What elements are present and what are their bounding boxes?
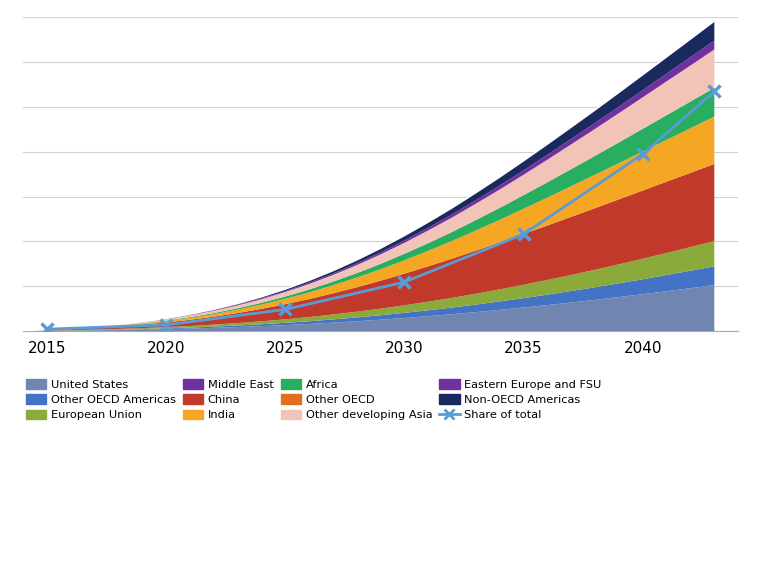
- Legend: United States, Other OECD Americas, European Union, Middle East, China, India, A: United States, Other OECD Americas, Euro…: [21, 375, 606, 425]
